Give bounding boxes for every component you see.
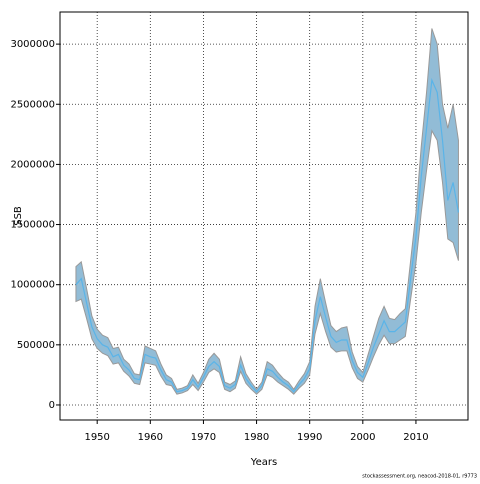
- y-tick-label: 2500000: [10, 99, 55, 110]
- x-tick-label: 1960: [138, 432, 163, 443]
- x-axis-label: Years: [250, 457, 277, 468]
- x-tick-label: 2000: [350, 432, 375, 443]
- y-tick-label: 2000000: [10, 159, 55, 170]
- x-tick-label: 2010: [403, 432, 428, 443]
- x-tick-label: 1970: [191, 432, 216, 443]
- y-tick-label: 500000: [17, 340, 55, 351]
- x-tick-label: 1950: [84, 432, 109, 443]
- estimate-line: [75, 77, 460, 393]
- footer: stockassessment.org, neacod-2018-01, r97…: [362, 474, 477, 480]
- x-tick-label: 1990: [297, 432, 322, 443]
- y-axis-label: SSB: [13, 206, 24, 226]
- y-tick-label: 0: [49, 400, 55, 411]
- y-tick-label: 1500000: [10, 220, 55, 231]
- confidence-band: [75, 28, 459, 395]
- x-tick-label: 1980: [244, 432, 269, 443]
- y-tick-label: 3000000: [10, 39, 55, 50]
- y-tick-label: 1000000: [10, 280, 55, 291]
- plot-frame: [59, 11, 469, 421]
